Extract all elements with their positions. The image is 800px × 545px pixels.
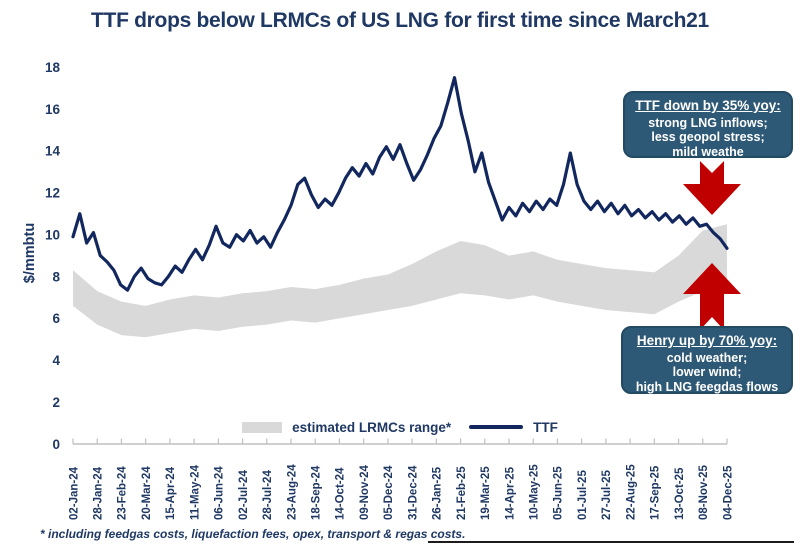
callout-ttf-line: less geopol stress; (651, 130, 765, 145)
x-tick-label: 09-Nov-24 (359, 464, 371, 520)
lrmc-band (73, 224, 727, 338)
x-tick-label: 01-Jul-25 (577, 470, 589, 520)
x-tick-label: 14-Apr-25 (504, 466, 516, 520)
x-tick-label: 11-May-24 (189, 464, 201, 520)
lrmc-band-swatch-icon (242, 421, 283, 433)
callout-henry-line: high LNG feegdas flows (635, 379, 779, 394)
callout-ttf-line: strong LNG inflows; (648, 115, 768, 130)
callout-henry-heading: Henry up by 70% yoy: (636, 333, 778, 348)
x-tick-label: 27-Jul-25 (601, 470, 613, 520)
footnote: * including feedgas costs, liquefaction … (40, 527, 466, 541)
x-tick-label: 20-Mar-24 (141, 466, 153, 520)
legend-ttf-label: TTF (533, 419, 558, 435)
down-arrow-icon (683, 161, 741, 215)
x-tick-label: 15-Apr-24 (165, 466, 177, 520)
x-tick-label: 10-May-25 (529, 464, 541, 520)
callout-henry-up: Henry up by 70% yoy: cold weather; lower… (621, 326, 793, 394)
callout-henry-line: lower wind; (672, 365, 742, 380)
y-tick-label: 8 (52, 269, 60, 284)
y-tick-label: 16 (45, 102, 61, 117)
y-tick-label: 6 (52, 311, 60, 326)
y-tick-label: 14 (45, 144, 61, 159)
chart-title: TTF drops below LRMCs of US LNG for firs… (91, 9, 709, 32)
x-tick-label: 05-Dec-24 (383, 465, 395, 520)
legend: estimated LRMCs range* TTF (0, 416, 800, 438)
x-tick-label: 13-Oct-25 (674, 467, 686, 520)
legend-band-label: estimated LRMCs range* (292, 419, 452, 435)
x-tick-label: 28-Jan-24 (93, 466, 105, 520)
y-tick-label: 10 (45, 227, 60, 242)
x-tick-label: 18-Sep-24 (311, 465, 323, 520)
x-tick-label: 28-Jul-24 (262, 470, 274, 520)
callout-ttf-line: mild weathe (672, 144, 744, 159)
x-tick-label: 21-Feb-25 (456, 466, 468, 520)
x-tick-label: 14-Oct-24 (335, 467, 347, 520)
x-tick-label: 26-Jan-25 (432, 466, 444, 520)
x-tick-label: 08-Nov-25 (698, 464, 710, 520)
y-tick-label: 18 (45, 60, 61, 75)
y-tick-label: 0 (52, 437, 60, 452)
x-tick-label: 22-Aug-25 (625, 464, 637, 520)
x-tick-label: 31-Dec-24 (407, 465, 419, 520)
x-tick-label: 19-Mar-25 (480, 466, 492, 520)
x-tick-label: 04-Dec-25 (722, 465, 734, 520)
x-tick-label: 02-Jan-24 (68, 466, 80, 520)
slide-edge-line (428, 541, 794, 543)
y-tick-label: 12 (45, 186, 60, 201)
callout-ttf-down: TTF down by 35% yoy: strong LNG inflows;… (623, 91, 793, 159)
y-tick-label: 2 (52, 395, 60, 410)
x-tick-label: 06-Jun-24 (214, 466, 226, 520)
x-tick-label: 05-Jun-25 (553, 466, 565, 520)
callout-henry-line: cold weather; (666, 350, 748, 365)
ttf-line (71, 76, 729, 292)
x-tick-label: 02-Jul-24 (238, 470, 250, 520)
x-tick-label: 17-Sep-25 (650, 465, 662, 520)
y-tick-label: 4 (52, 353, 60, 368)
ttf-line-swatch-icon (469, 424, 524, 430)
up-arrow-icon (683, 263, 741, 330)
x-tick-label: 23-Aug-24 (286, 464, 298, 520)
x-tick-label: 23-Feb-24 (117, 466, 129, 520)
callout-ttf-heading: TTF down by 35% yoy: (635, 98, 781, 113)
